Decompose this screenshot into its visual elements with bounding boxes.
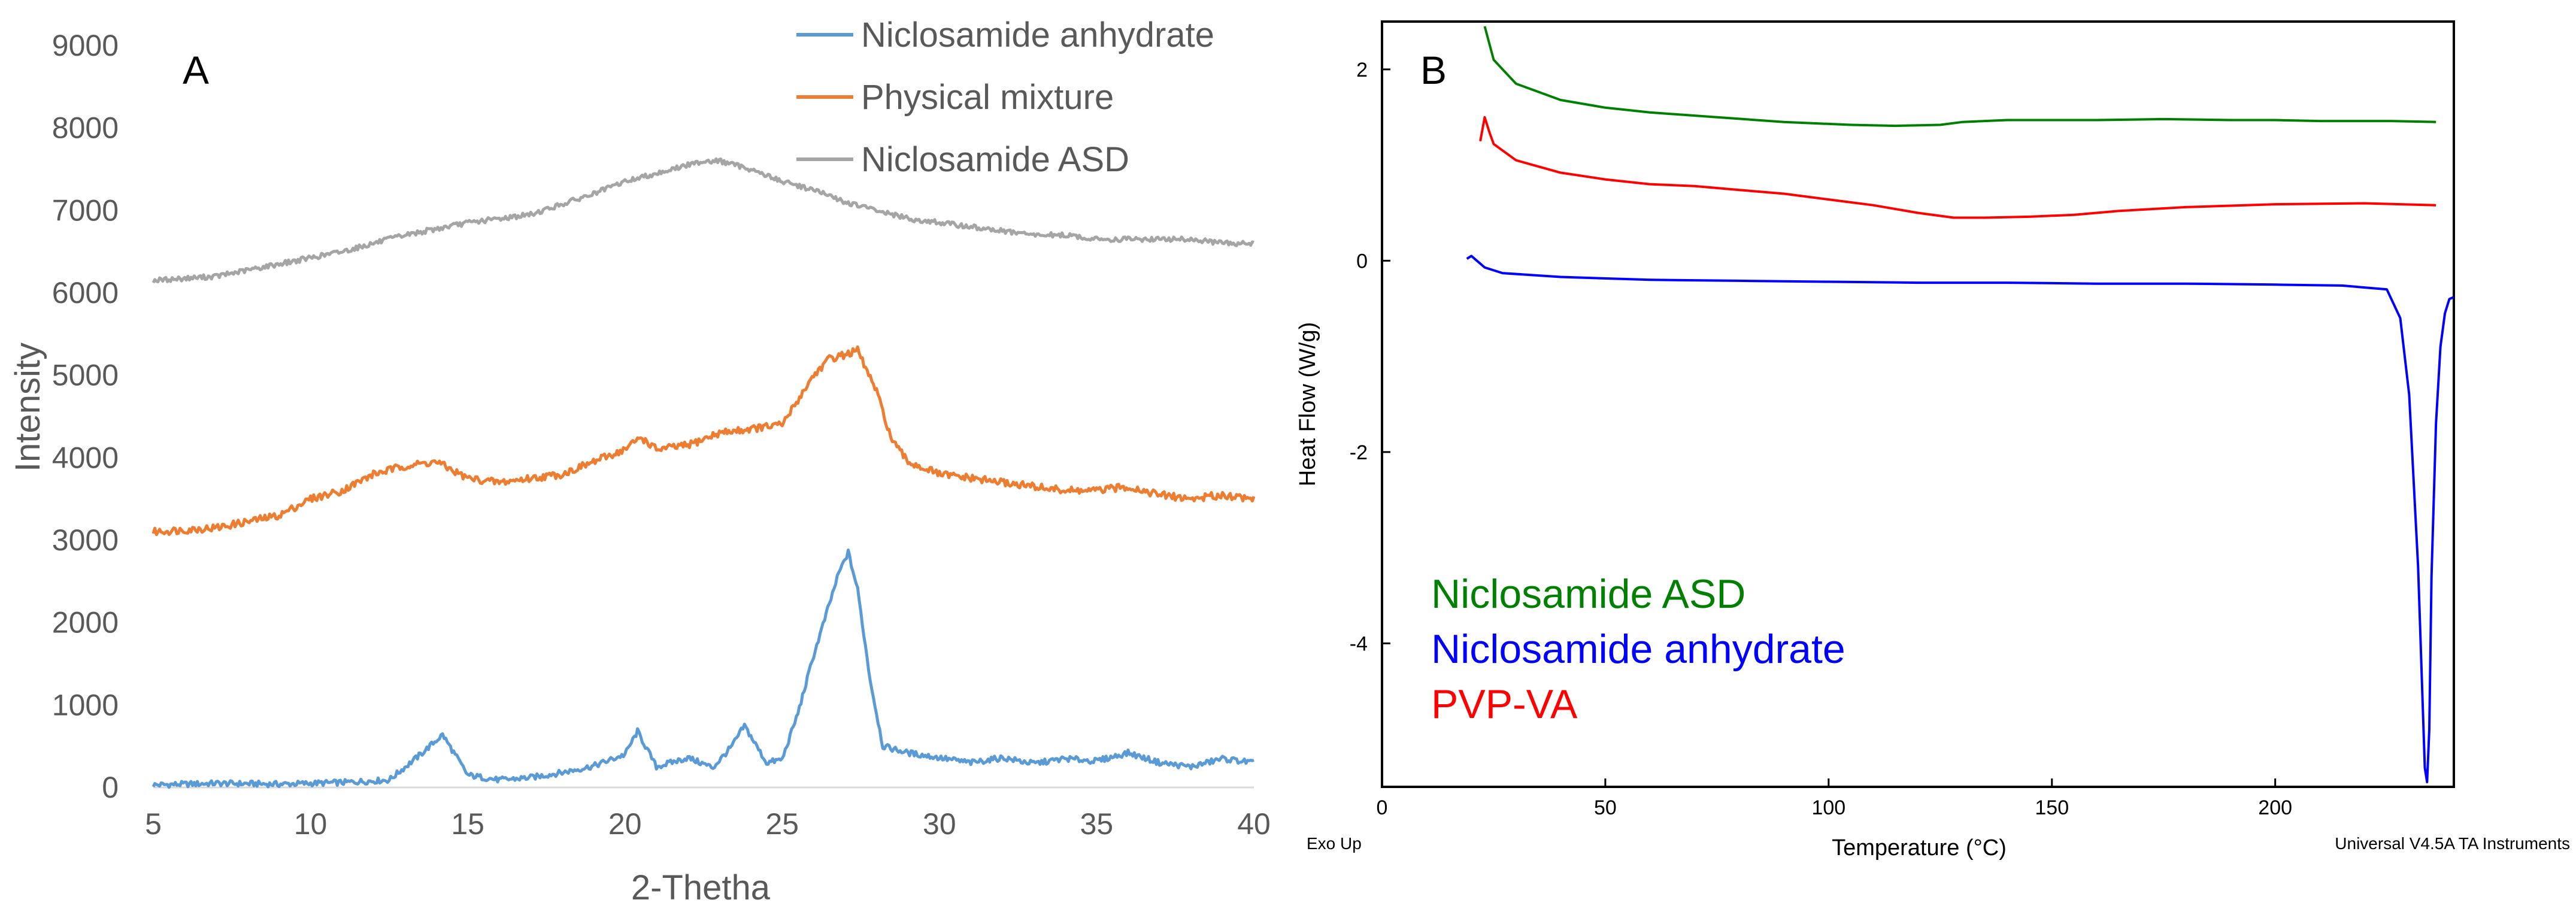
panel-a-x-tick-label: 5	[145, 807, 162, 841]
panel-b-series-line-2	[1466, 254, 2454, 783]
panel-b-x-tick-label: 200	[2258, 796, 2292, 819]
panel-b-x-tick-label: 100	[1811, 796, 1845, 819]
panel-a-y-tick-label: 4000	[52, 441, 119, 474]
panel-a-legend-label: Niclosamide anhydrate	[861, 16, 1214, 54]
panel-a-y-tick-label: 5000	[52, 359, 119, 392]
panel-b-legend-label: PVP-VA	[1431, 681, 1578, 727]
panel-a-x-tick-label: 40	[1237, 807, 1271, 841]
panel-b-y-tick-label: 0	[1356, 250, 1368, 272]
panel-a-legend: Niclosamide anhydrate Physical mixture Nic…	[796, 16, 1214, 179]
panel-a-x-tick-label: 15	[451, 807, 484, 841]
panel-b-exo-up-note: Exo Up	[1307, 834, 1362, 853]
panel-b-axes: 0 50 100 150 200 2 0 -2 -4	[1350, 59, 2292, 819]
panel-a-axes: 5 10 15 20 25 30 35 40 0 1000 2000 3000 4000 5000 6000…	[52, 29, 1271, 841]
panel-a-y-tick-label: 6000	[52, 276, 119, 310]
panel-a-legend-label: Niclosamide ASD	[861, 140, 1129, 179]
panel-b-legend: Niclosamide ASD Niclosamide anhydrate PVP-…	[1431, 571, 1845, 727]
panel-b-y-tick-label: -4	[1350, 632, 1368, 655]
panel-b-x-tick-label: 0	[1377, 796, 1388, 819]
panel-a-y-tick-label: 8000	[52, 111, 119, 145]
panel-a-legend-label: Physical mixture	[861, 78, 1114, 117]
panel-a-y-tick-label: 3000	[52, 523, 119, 557]
panel-a-y-tick-label: 1000	[52, 688, 119, 722]
panel-a-x-tick-label: 30	[923, 807, 956, 841]
panel-a-y-tick-label: 2000	[52, 606, 119, 640]
panel-b-series-line-1	[1483, 26, 2436, 128]
panel-b-y-tick-label: -2	[1350, 441, 1368, 464]
panel-a-series-line-3	[151, 157, 1254, 284]
panel-b-x-tick-label: 50	[1594, 796, 1617, 819]
panel-b-x-axis-label: Temperature (°C)	[1832, 835, 2007, 861]
panel-a-x-tick-label: 35	[1080, 807, 1114, 841]
panel-b-y-axis-label: Heat Flow (W/g)	[1295, 322, 1320, 486]
panel-a-series-line-2	[151, 345, 1256, 537]
panel-b-series	[1466, 26, 2454, 783]
panel-a-x-axis-label: 2-Thetha	[631, 868, 771, 907]
panel-b-x-tick-label: 150	[2035, 796, 2069, 819]
panel-a-x-tick-label: 25	[765, 807, 799, 841]
panel-a-series-line-1	[151, 549, 1254, 789]
panel-b-plot-frame	[1381, 20, 2455, 788]
panel-b-y-tick-label: 2	[1356, 59, 1368, 81]
panel-a-x-tick-label: 20	[608, 807, 642, 841]
panel-b-instrument-note: Universal V4.5A TA Instruments	[2335, 834, 2570, 853]
panel-b-label: B	[1420, 48, 1447, 92]
panel-b-legend-label: Niclosamide ASD	[1431, 571, 1745, 617]
panel-a-label: A	[183, 48, 209, 92]
panel-a-x-tick-label: 10	[294, 807, 328, 841]
panel-b-series-line-3	[1479, 116, 2436, 219]
panel-a-series	[151, 157, 1256, 789]
panel-a-y-tick-label: 7000	[52, 193, 119, 227]
panel-a-y-axis-label: Intensity	[8, 343, 47, 472]
panel-a-y-tick-label: 0	[102, 771, 119, 804]
panel-a-y-tick-label: 9000	[52, 29, 119, 62]
panel-a-xrd-chart: A 5 10 15 20 25 30 35 40 0 1000 2000 3000 4000 5000 60…	[8, 16, 1271, 907]
panel-b-legend-label: Niclosamide anhydrate	[1431, 626, 1845, 672]
